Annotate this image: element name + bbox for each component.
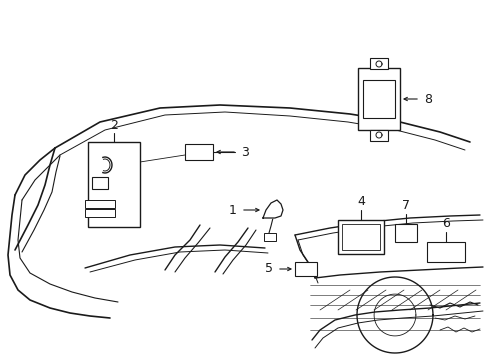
Bar — [264, 233, 275, 241]
Text: 4: 4 — [356, 195, 364, 208]
Text: 6: 6 — [441, 217, 449, 230]
Bar — [88, 142, 140, 227]
Bar — [85, 200, 115, 208]
Bar — [184, 144, 213, 160]
Bar — [426, 242, 464, 262]
Text: 3: 3 — [241, 145, 248, 158]
Bar — [341, 224, 379, 250]
Text: 7: 7 — [401, 199, 409, 212]
Bar — [369, 58, 387, 69]
Bar — [337, 220, 383, 254]
Bar — [394, 224, 416, 242]
Bar — [369, 130, 387, 141]
Text: 1: 1 — [229, 203, 237, 216]
Bar — [362, 80, 394, 118]
Bar — [92, 177, 108, 189]
Bar — [357, 68, 399, 130]
Polygon shape — [263, 200, 283, 218]
Text: 2: 2 — [110, 119, 118, 132]
Text: 8: 8 — [423, 93, 431, 105]
Text: 5: 5 — [264, 262, 272, 275]
Bar — [294, 262, 316, 276]
Bar — [85, 209, 115, 217]
